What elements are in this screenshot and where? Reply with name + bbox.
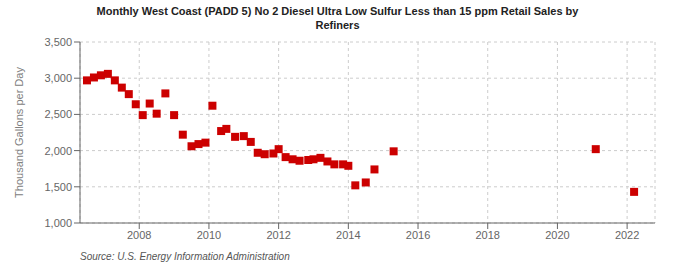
- svg-text:2016: 2016: [406, 229, 430, 241]
- svg-text:Thousand Gallons per Day: Thousand Gallons per Day: [13, 67, 25, 198]
- svg-text:1,000: 1,000: [44, 217, 72, 229]
- html-text:Refiners: Refiners: [315, 19, 360, 31]
- svg-text:2012: 2012: [266, 229, 290, 241]
- svg-text:2018: 2018: [475, 229, 499, 241]
- svg-text:2022: 2022: [615, 229, 639, 241]
- html-text:Monthly West Coast (PADD 5) No: Monthly West Coast (PADD 5) No 2 Diesel …: [96, 5, 579, 17]
- svg-text:2020: 2020: [545, 229, 569, 241]
- svg-text:3,500: 3,500: [44, 36, 72, 48]
- svg-text:2014: 2014: [336, 229, 360, 241]
- svg-text:2008: 2008: [127, 229, 151, 241]
- html-text:Source: U.S. Energy Informatio: Source: U.S. Energy Information Administ…: [80, 251, 290, 262]
- svg-text:2,500: 2,500: [44, 108, 72, 120]
- svg-text:3,000: 3,000: [44, 72, 72, 84]
- svg-text:1,500: 1,500: [44, 181, 72, 193]
- svg-text:2010: 2010: [197, 229, 221, 241]
- svg-text:2,000: 2,000: [44, 145, 72, 157]
